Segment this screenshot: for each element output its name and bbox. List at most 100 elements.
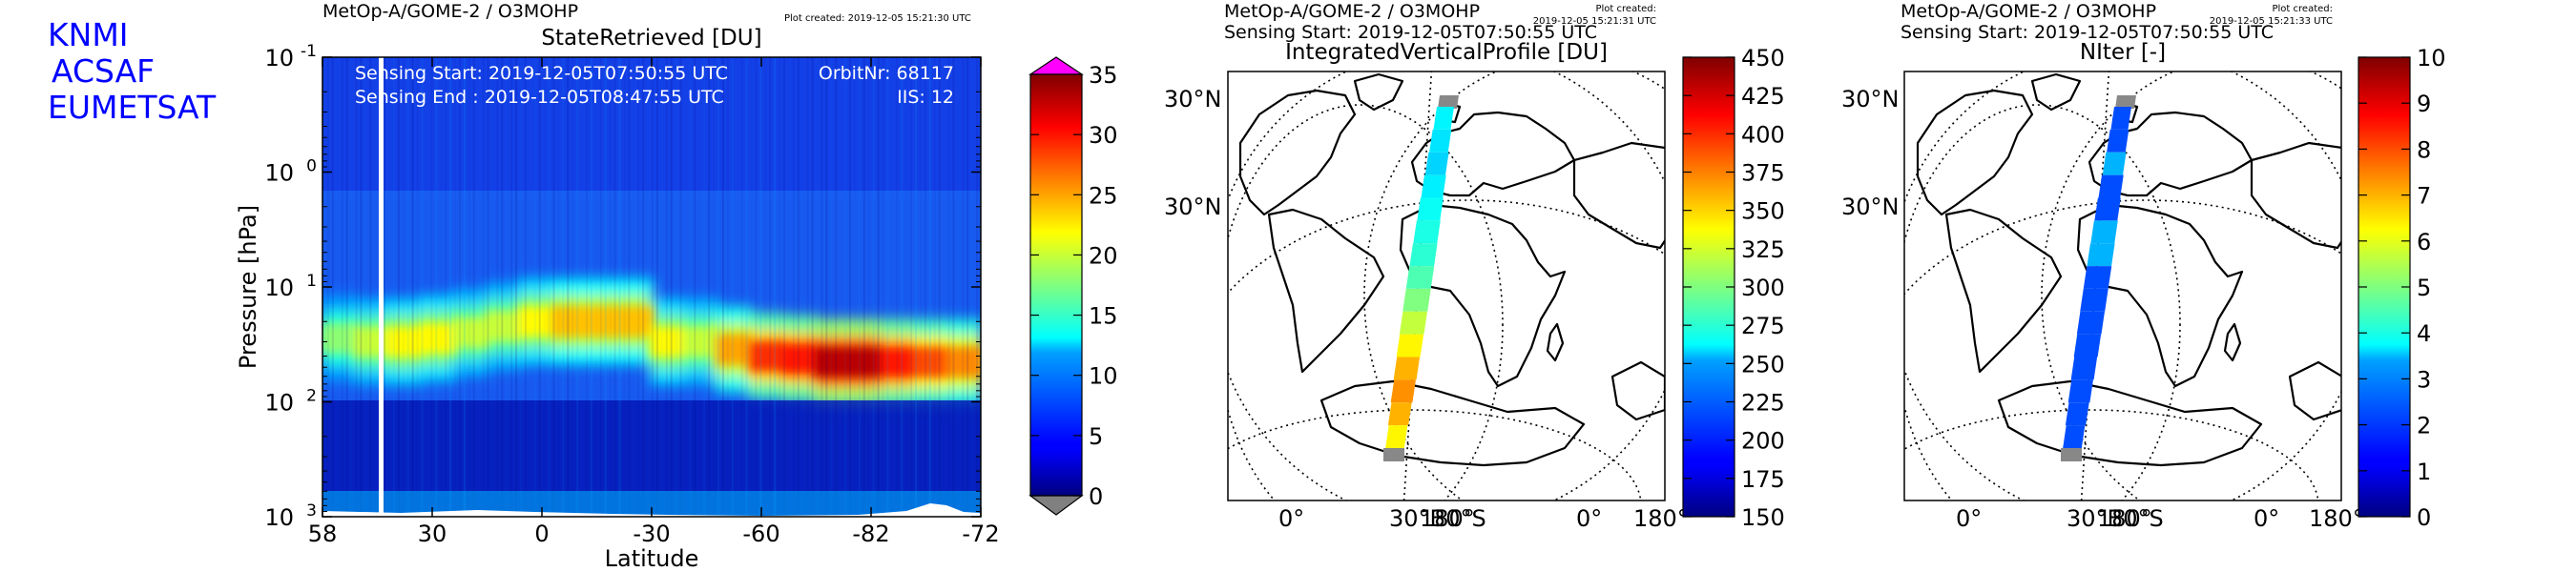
streak <box>802 57 804 517</box>
streak <box>862 57 865 517</box>
map1-label-30n-mid: 30°N <box>1164 194 1222 220</box>
colorbar-tick-label: 2 <box>2417 413 2431 439</box>
streak <box>557 57 559 517</box>
streak <box>665 57 668 517</box>
streak <box>675 57 677 517</box>
streak <box>595 57 597 517</box>
streak <box>647 57 649 517</box>
colorbar-tick-label: 250 <box>1741 351 1785 378</box>
org-label-knmi: KNMI <box>48 16 129 53</box>
coastlines <box>1916 72 2341 467</box>
streak <box>618 57 621 517</box>
streak <box>962 57 965 517</box>
streak <box>886 57 889 517</box>
parallel-arc-south <box>1228 409 1642 500</box>
streak <box>811 57 814 517</box>
colorbar-tick-label: 175 <box>1741 466 1785 493</box>
streak <box>670 57 673 517</box>
swath-segment <box>2065 402 2089 426</box>
y-tick-exponent: 0 <box>306 157 317 176</box>
graticule <box>1904 72 2341 500</box>
streak <box>449 57 452 517</box>
streak <box>966 57 969 517</box>
map2-globe <box>1904 72 2341 500</box>
streak <box>825 57 828 517</box>
swath-segment <box>2098 174 2124 198</box>
map2-label-30e: 30°E <box>2067 505 2122 532</box>
swath-segment <box>2076 311 2106 335</box>
streak <box>726 57 729 517</box>
panel1-title: StateRetrieved [DU] <box>541 26 761 51</box>
australia-coast <box>2288 360 2341 421</box>
streak <box>924 57 926 517</box>
colorbar1-extend-min <box>1028 495 1084 516</box>
streak <box>708 57 711 517</box>
y-tick-exponent: -1 <box>301 42 317 61</box>
colorbar-tick-label: 10 <box>2417 45 2446 72</box>
ozone-layer-band-core <box>419 322 456 354</box>
north-america-coast <box>1238 89 1357 216</box>
swath-segment <box>1424 152 1449 175</box>
streak <box>501 57 504 517</box>
streak <box>397 57 400 517</box>
ozone-layer-band-core <box>452 317 489 348</box>
streak <box>548 57 551 517</box>
panel-niter: MetOp-A/GOME-2 / O3MOHP Plot created: 20… <box>1841 1 2446 532</box>
swath-cap-north <box>1438 95 1459 109</box>
streak <box>384 57 386 517</box>
streak <box>637 57 640 517</box>
colorbar-tick-label: 3 <box>2417 366 2431 393</box>
panel2-header: MetOp-A/GOME-2 / O3MOHP <box>1224 1 1480 22</box>
ozone-layer-band-core <box>485 311 522 342</box>
panel3-plot-created-label: Plot created: <box>2273 4 2334 14</box>
streak <box>957 57 959 517</box>
ozone-layer-band-core <box>781 343 819 375</box>
streak <box>623 57 626 517</box>
streak <box>792 57 795 517</box>
streak <box>345 57 348 517</box>
streak <box>524 57 527 517</box>
ozone-layer-bands <box>322 278 981 405</box>
map2-label-30s: 30°S <box>2109 505 2164 532</box>
panel3-plot-created-time: 2019-12-05 15:21:33 UTC <box>2210 16 2333 27</box>
ozone-layer-band-core <box>386 326 424 358</box>
south-america-coast <box>1267 208 1385 374</box>
streak <box>467 57 470 517</box>
streak <box>331 57 334 517</box>
sensing-start-label: Sensing Start: 2019-12-05T07:50:55 UTC <box>355 63 728 84</box>
ozone-layer-band-core <box>650 326 687 358</box>
colorbar-tick-label: 150 <box>1741 504 1785 531</box>
swath-segment <box>1433 107 1454 130</box>
colorbar-tick-label: 5 <box>2417 275 2431 301</box>
colorbar-tick-label: 8 <box>2417 136 2431 163</box>
y-tick-label: 10 <box>264 275 294 301</box>
swath-segment <box>1421 174 1446 198</box>
streak <box>797 57 800 517</box>
madagascar-coast <box>2223 322 2242 362</box>
ozone-layer-band-core <box>551 306 588 337</box>
panel-integrated-profile: MetOp-A/GOME-2 / O3MOHP Plot created: 20… <box>1164 1 1785 532</box>
panel1-plot-created: Plot created: 2019-12-05 15:21:30 UTC <box>784 13 971 24</box>
swath-segment <box>2083 266 2112 289</box>
streak <box>915 57 917 517</box>
colorbar-tick-label: 200 <box>1741 428 1785 455</box>
map1-label-30e: 30°E <box>1389 505 1444 532</box>
swath-cap-north <box>2115 95 2136 109</box>
north-america-coast <box>1916 89 2034 216</box>
colorbar-tick-label: 15 <box>1089 303 1118 330</box>
streak <box>928 57 931 517</box>
streak <box>538 57 541 517</box>
streak <box>938 57 941 517</box>
heatmap-upper-field <box>322 57 981 200</box>
ozone-layer-band-core <box>847 346 884 378</box>
swath-segment <box>1396 334 1424 358</box>
x-tick-label: -82 <box>852 521 889 547</box>
colorbar-tick-label: 0 <box>1089 483 1103 510</box>
org-label-acsaf: ACSAF <box>52 52 155 90</box>
streak <box>817 57 819 517</box>
streak <box>689 57 692 517</box>
satellite-swath <box>1383 95 1459 461</box>
colorbar-tick-label: 350 <box>1741 198 1785 225</box>
streak <box>364 57 367 517</box>
data-gap-line <box>379 57 384 517</box>
